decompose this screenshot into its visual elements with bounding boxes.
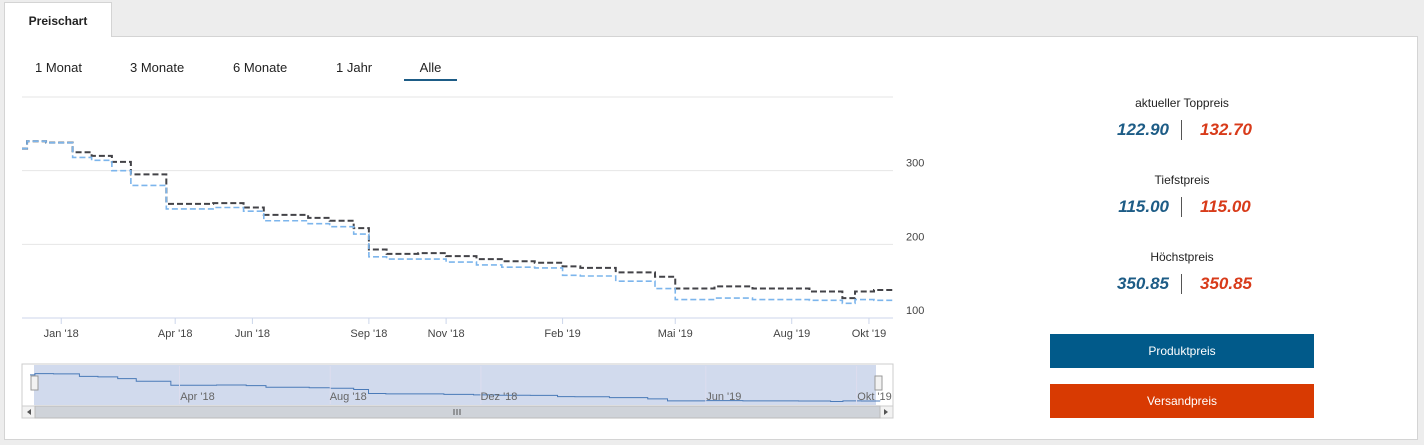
y-tick-label: 100: [906, 305, 924, 317]
x-tick-label: Mai '19: [658, 328, 693, 340]
navigator-tick-label: Aug '18: [330, 391, 367, 403]
scroll-left-arrow-icon: [27, 409, 31, 415]
navigator-frame: [21, 363, 894, 407]
range-button-6-monate[interactable]: 6 Monate: [233, 60, 288, 75]
x-tick-label: Jun '18: [235, 328, 270, 340]
navigator-tick-label: Okt '19: [857, 391, 892, 403]
stat-row-tiefstpreis: 115.00 115.00: [1050, 197, 1314, 221]
x-tick-label: Aug '19: [773, 328, 810, 340]
y-tick-label: 200: [906, 231, 924, 243]
navigator-tick-label: Apr '18: [180, 391, 215, 403]
stat-shipping-value: 115.00: [1200, 197, 1251, 216]
navigator-series: [30, 373, 881, 402]
series-line-product: [22, 140, 894, 305]
navigator-handle-left: [30, 375, 39, 391]
stat-shipping-value: 350.85: [1200, 274, 1252, 293]
stat-separator: [1181, 197, 1182, 217]
stat-title-tiefstpreis: Tiefstpreis: [1154, 173, 1210, 187]
stat-separator: [1181, 120, 1182, 140]
range-button-3-monate[interactable]: 3 Monate: [130, 60, 185, 75]
x-tick-label: Okt '19: [852, 328, 887, 340]
navigator-tick-label: Jun '19: [706, 391, 741, 403]
range-button-1-jahr[interactable]: 1 Jahr: [336, 60, 373, 75]
x-tick-label: Jan '18: [44, 328, 79, 340]
scrollbar-grip-icon: [453, 409, 461, 415]
x-tick-label: Apr '18: [158, 328, 193, 340]
stat-row-hoechstpreis: 350.85 350.85: [1050, 274, 1314, 298]
tab-label: Preischart: [28, 14, 88, 28]
stat-title-aktueller-toppreis: aktueller Toppreis: [1135, 96, 1229, 110]
stat-shipping-value: 132.70: [1200, 120, 1252, 139]
stat-separator: [1181, 274, 1182, 294]
x-tick-label: Nov '18: [428, 328, 465, 340]
series-line-shipping: [22, 140, 894, 300]
stat-product-value: 115.00: [1118, 197, 1169, 216]
navigator-handle-right: [874, 375, 883, 391]
y-tick-label: 300: [906, 158, 924, 170]
x-tick-label: Sep '18: [350, 328, 387, 340]
stat-product-value: 122.90: [1117, 120, 1169, 139]
range-button-alle[interactable]: Alle: [404, 60, 457, 81]
versandpreis-button[interactable]: Versandpreis: [1050, 384, 1314, 418]
x-tick-label: Feb '19: [544, 328, 580, 340]
navigator-mask: [34, 365, 876, 405]
produktpreis-button[interactable]: Produktpreis: [1050, 334, 1314, 368]
navigator-tick-label: Dez '18: [480, 391, 517, 403]
price-chart: 100 200 300 Jan '18 Apr '18 Jun '18 Sep '18 No…: [21, 96, 924, 419]
stat-product-value: 350.85: [1117, 274, 1169, 293]
stat-title-hoechstpreis: Höchstpreis: [1150, 250, 1214, 264]
range-button-1-monat[interactable]: 1 Monat: [35, 60, 82, 75]
tab-preischart[interactable]: Preischart: [4, 2, 112, 37]
stat-row-aktueller-toppreis: 122.90 132.70: [1050, 120, 1314, 144]
scroll-right-arrow-icon: [884, 409, 888, 415]
